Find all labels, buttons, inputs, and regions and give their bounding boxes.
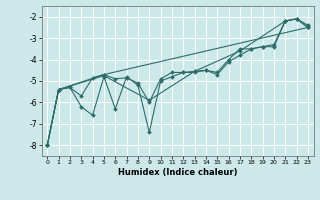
X-axis label: Humidex (Indice chaleur): Humidex (Indice chaleur) bbox=[118, 168, 237, 177]
